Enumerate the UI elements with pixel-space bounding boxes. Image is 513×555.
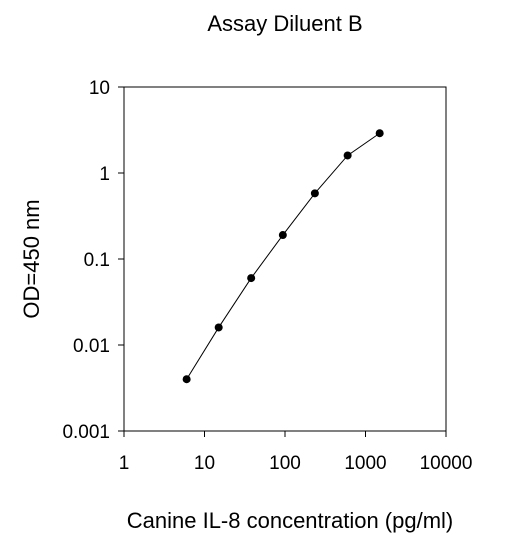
x-axis-ticks xyxy=(123,431,447,437)
y-axis-ticks xyxy=(118,86,124,432)
plot-frame xyxy=(123,86,447,432)
series-line-0 xyxy=(186,132,380,380)
x-tick-label: 10000 xyxy=(420,453,473,474)
series-layer xyxy=(182,129,384,384)
data-point-6 xyxy=(375,129,384,138)
y-tick-label: 0.1 xyxy=(84,250,110,271)
y-axis-tick-labels: 0.001 0.01 0.1 1 10 xyxy=(62,78,110,443)
x-axis-tick-labels: 1 10 100 1000 10000 xyxy=(119,453,473,474)
x-tick-label: 1 xyxy=(119,453,130,474)
y-tick-label: 10 xyxy=(89,78,110,99)
y-tick-label: 0.001 xyxy=(62,422,110,443)
data-point-2 xyxy=(247,274,256,283)
data-point-0 xyxy=(182,375,191,384)
x-tick-label: 10 xyxy=(194,453,215,474)
x-axis-label: Canine IL-8 concentration (pg/ml) xyxy=(127,508,454,533)
data-point-4 xyxy=(310,189,319,198)
data-point-3 xyxy=(278,231,287,240)
y-tick-label: 0.01 xyxy=(73,336,110,357)
x-tick-label: 100 xyxy=(269,453,301,474)
y-tick-label: 1 xyxy=(99,164,110,185)
chart-title: Assay Diluent B xyxy=(207,11,362,36)
data-point-1 xyxy=(214,323,223,332)
x-tick-label: 1000 xyxy=(344,453,386,474)
y-axis-label: OD=450 nm xyxy=(19,199,44,318)
data-point-5 xyxy=(343,151,352,160)
